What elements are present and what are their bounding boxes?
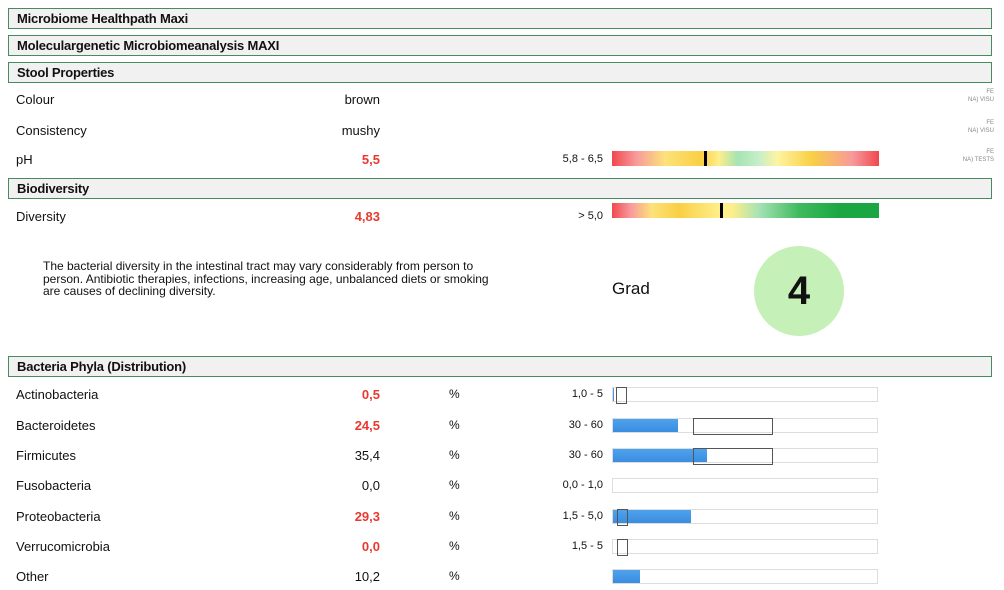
phylum-distribution-bar <box>612 418 878 435</box>
phylum-bar-fill <box>613 510 691 523</box>
phylum-unit: % <box>449 478 460 492</box>
phylum-distribution-bar <box>612 387 878 404</box>
ph-gauge <box>612 151 879 166</box>
phylum-value: 35,4 <box>354 448 380 463</box>
consistency-row: Consistency mushy FE NA) VISU <box>0 120 1004 142</box>
phylum-reference-box <box>692 448 773 465</box>
diversity-reference-range: > 5,0 <box>578 210 603 222</box>
phylum-distribution-bar <box>612 448 878 465</box>
phylum-label: Proteobacteria <box>16 509 101 524</box>
phylum-reference-box <box>616 509 628 526</box>
ph-label: pH <box>16 152 33 167</box>
phylum-unit: % <box>449 509 460 523</box>
phylum-reference-range: 1,5 - 5,0 <box>562 510 603 522</box>
phylum-unit: % <box>449 418 460 432</box>
phylum-distribution-bar <box>612 539 878 556</box>
phylum-value: 0,0 <box>361 539 380 554</box>
phylum-reference-range: 30 - 60 <box>568 449 603 461</box>
phylum-label: Other <box>16 569 49 584</box>
consistency-method-tag: FE NA) VISU <box>967 120 994 134</box>
phylum-label: Verrucomicrobia <box>16 539 110 554</box>
phylum-bar-fill <box>613 449 708 462</box>
phylum-row: Verrucomicrobia 0,0% 1,5 - 5 <box>0 536 1004 558</box>
phylum-label: Bacteroidetes <box>16 418 96 433</box>
analysis-title: Moleculargenetic Microbiomeanalysis MAXI <box>8 35 992 56</box>
phylum-row: Actinobacteria 0,5% 1,0 - 5 <box>0 384 1004 406</box>
phylum-reference-range: 1,5 - 5 <box>571 540 603 552</box>
phylum-reference-box <box>615 387 627 404</box>
section-stool-properties: Stool Properties <box>8 62 992 83</box>
phylum-unit: % <box>449 387 460 401</box>
phylum-reference-box <box>616 539 628 556</box>
phylum-reference-range: 1,0 - 5 <box>571 388 603 400</box>
diversity-row: Diversity 4,83 > 5,0 <box>0 203 1004 228</box>
ph-reference-range: 5,8 - 6,5 <box>562 153 603 165</box>
phylum-distribution-bar <box>612 569 878 584</box>
phylum-unit: % <box>449 569 460 583</box>
phylum-value: 24,5 <box>354 418 380 433</box>
report-title: Microbiome Healthpath Maxi <box>8 8 992 29</box>
ph-method-tag: FE NA) TESTS <box>962 149 994 163</box>
phylum-bar-fill <box>613 419 679 432</box>
section-biodiversity: Biodiversity <box>8 178 992 199</box>
consistency-value: mushy <box>341 123 380 138</box>
grade-circle: 4 <box>754 246 844 336</box>
phylum-bar-fill <box>613 570 641 583</box>
phylum-bar-fill <box>613 388 615 401</box>
phylum-value: 0,5 <box>361 387 380 402</box>
phylum-reference-box <box>692 418 773 435</box>
colour-row: Colour brown FE NA) VISU <box>0 89 1004 111</box>
diversity-value: 4,83 <box>354 209 380 224</box>
diversity-gauge-marker <box>720 203 724 218</box>
phylum-label: Actinobacteria <box>16 387 99 402</box>
phylum-label: Firmicutes <box>16 448 76 463</box>
phylum-row: Firmicutes 35,4% 30 - 60 <box>0 445 1004 467</box>
diversity-label: Diversity <box>16 209 66 224</box>
ph-row: pH 5,5 5,8 - 6,5 FE NA) TESTS <box>0 149 1004 171</box>
phylum-unit: % <box>449 539 460 553</box>
phylum-row: Fusobacteria 0,0% 0,0 - 1,0 <box>0 475 1004 497</box>
phylum-value: 29,3 <box>354 509 380 524</box>
section-bacteria-phyla: Bacteria Phyla (Distribution) <box>8 356 992 377</box>
grade-label: Grad <box>612 279 650 298</box>
colour-value: brown <box>344 92 380 107</box>
phylum-distribution-bar <box>612 509 878 526</box>
colour-method-tag: FE NA) VISU <box>967 89 994 103</box>
phylum-unit: % <box>449 448 460 462</box>
consistency-label: Consistency <box>16 123 87 138</box>
phylum-row: Proteobacteria 29,3% 1,5 - 5,0 <box>0 506 1004 528</box>
phylum-reference-range: 0,0 - 1,0 <box>562 479 603 491</box>
phylum-label: Fusobacteria <box>16 478 92 493</box>
phylum-distribution-bar <box>612 478 878 493</box>
diversity-description: The bacterial diversity in the intestina… <box>43 259 489 298</box>
phylum-reference-range: 30 - 60 <box>568 419 603 431</box>
ph-gauge-marker <box>704 151 708 166</box>
ph-value: 5,5 <box>361 152 380 167</box>
diversity-gauge <box>612 203 879 218</box>
colour-label: Colour <box>16 92 55 107</box>
phylum-value: 10,2 <box>354 569 380 584</box>
phylum-row: Bacteroidetes 24,5% 30 - 60 <box>0 415 1004 437</box>
phylum-value: 0,0 <box>361 478 380 493</box>
phylum-row: Other 10,2% <box>0 566 1004 588</box>
